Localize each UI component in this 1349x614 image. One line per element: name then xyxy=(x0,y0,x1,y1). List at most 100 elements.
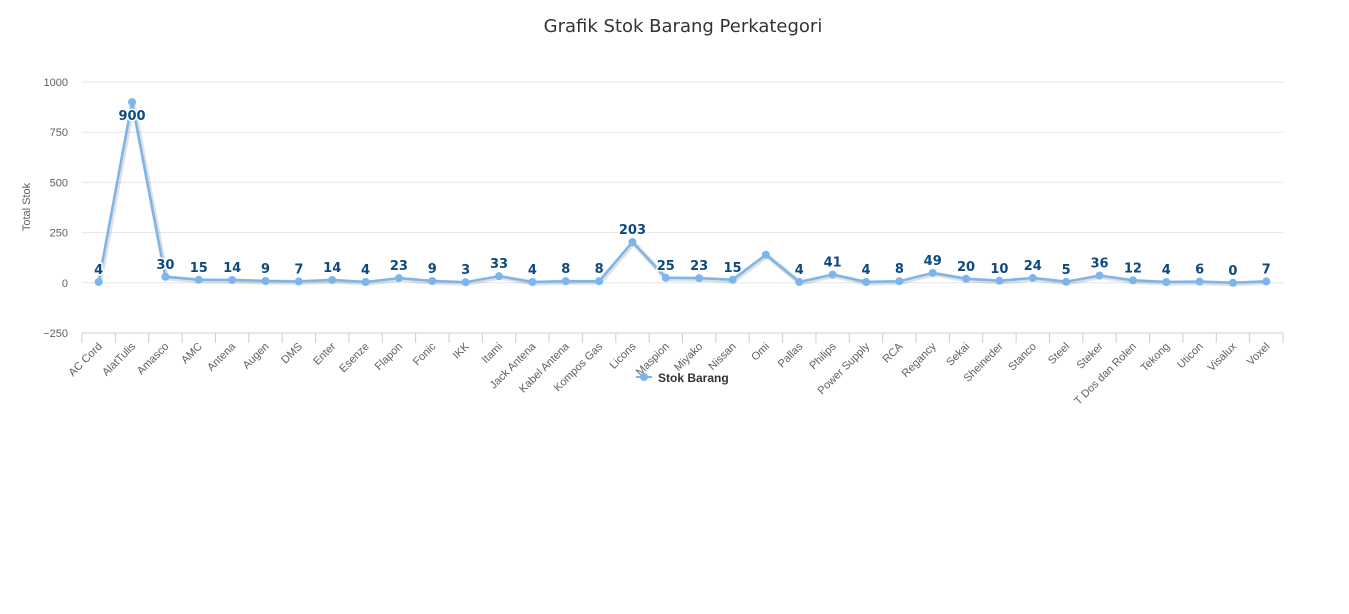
data-point[interactable] xyxy=(394,274,403,283)
data-point[interactable] xyxy=(1228,278,1237,287)
x-tick-label: Stanco xyxy=(1006,341,1039,374)
data-point[interactable] xyxy=(294,277,303,286)
data-point[interactable] xyxy=(228,275,237,284)
data-label: 23 xyxy=(690,259,708,274)
y-tick-label: 250 xyxy=(50,228,68,240)
x-tick-label: Philips xyxy=(807,340,839,372)
x-tick-label: AC Cord xyxy=(66,341,104,379)
data-label: 8 xyxy=(595,262,604,277)
data-label: 8 xyxy=(895,262,904,277)
y-tick-label: 750 xyxy=(50,127,68,139)
x-tick-label: Enter xyxy=(311,340,338,367)
data-point[interactable] xyxy=(495,272,504,281)
x-tick-label: Tekong xyxy=(1139,341,1173,375)
x-tick-label: Flapon xyxy=(373,341,405,373)
data-label: 15 xyxy=(723,261,741,276)
data-label: 33 xyxy=(490,257,508,272)
data-point[interactable] xyxy=(328,275,337,284)
data-label: 3 xyxy=(461,263,470,278)
data-point[interactable] xyxy=(1162,277,1171,286)
data-point[interactable] xyxy=(995,276,1004,285)
data-label: 41 xyxy=(824,256,842,271)
x-tick-label: Miyako xyxy=(672,341,705,374)
data-label: 25 xyxy=(657,259,675,274)
data-label: 49 xyxy=(924,254,942,269)
data-label: 14 xyxy=(323,261,341,276)
x-tick-label: AlatTulis xyxy=(100,340,138,378)
data-point[interactable] xyxy=(928,268,937,277)
series-stok-barang[interactable] xyxy=(94,98,1271,287)
data-label: 900 xyxy=(118,109,145,124)
data-point[interactable] xyxy=(895,277,904,286)
data-label: 7 xyxy=(1262,262,1271,277)
y-axis-ticks: 1000 750 500 250 0 −250 xyxy=(43,77,68,340)
data-point[interactable] xyxy=(828,270,837,279)
data-label: 4 xyxy=(361,263,370,278)
data-label: 0 xyxy=(1228,264,1237,279)
data-point[interactable] xyxy=(361,277,370,286)
data-label: 23 xyxy=(390,259,408,274)
data-point[interactable] xyxy=(628,238,637,247)
data-point[interactable] xyxy=(1062,277,1071,286)
data-label: 4 xyxy=(1162,263,1171,278)
x-tick-label: Amasco xyxy=(135,341,172,378)
y-tick-label: 1000 xyxy=(44,77,68,89)
x-tick-label: Regancy xyxy=(900,340,940,380)
data-point[interactable] xyxy=(128,98,137,107)
data-point[interactable] xyxy=(728,275,737,284)
x-tick-label: IKK xyxy=(451,340,472,361)
data-label: 36 xyxy=(1090,257,1108,272)
data-point[interactable] xyxy=(1195,277,1204,286)
data-label: 6 xyxy=(1195,263,1204,278)
data-point[interactable] xyxy=(1262,277,1271,286)
x-tick-label: Omi xyxy=(749,341,772,364)
x-tick-label: Sekai xyxy=(944,341,972,369)
data-point[interactable] xyxy=(1028,273,1037,282)
y-tick-label: 0 xyxy=(62,278,68,290)
data-label: 8 xyxy=(561,262,570,277)
x-tick-label: Augen xyxy=(241,341,272,372)
x-tick-label: Esenze xyxy=(337,341,371,375)
y-axis-label: Total Stok xyxy=(21,182,33,231)
data-point[interactable] xyxy=(795,277,804,286)
x-tick-label: Voxel xyxy=(1245,341,1273,369)
data-point[interactable] xyxy=(1095,271,1104,280)
grid-lines xyxy=(82,81,1283,334)
data-point[interactable] xyxy=(194,275,203,284)
data-point[interactable] xyxy=(161,272,170,281)
data-point[interactable] xyxy=(661,273,670,282)
data-point[interactable] xyxy=(261,276,270,285)
data-point[interactable] xyxy=(761,250,770,259)
data-point[interactable] xyxy=(561,277,570,286)
data-label: 7 xyxy=(294,262,303,277)
x-tick-label: Licons xyxy=(608,340,639,371)
data-label: 14 xyxy=(223,261,241,276)
data-point[interactable] xyxy=(461,278,470,287)
data-point[interactable] xyxy=(962,274,971,283)
x-tick-label: Uticon xyxy=(1175,341,1206,372)
data-point[interactable] xyxy=(94,277,103,286)
data-point[interactable] xyxy=(1128,276,1137,285)
data-label: 9 xyxy=(261,262,270,277)
data-label: 15 xyxy=(190,261,208,276)
x-tick-label: DMS xyxy=(279,341,305,367)
data-label: 10 xyxy=(990,262,1008,277)
data-point[interactable] xyxy=(695,274,704,283)
data-point[interactable] xyxy=(428,276,437,285)
data-point[interactable] xyxy=(595,277,604,286)
legend-series-name: Stok Barang xyxy=(658,371,729,385)
chart-title: Grafik Stok Barang Perkategori xyxy=(544,16,823,37)
data-point[interactable] xyxy=(528,277,537,286)
data-point[interactable] xyxy=(861,277,870,286)
x-tick-label: Steker xyxy=(1075,340,1106,371)
legend[interactable]: Stok Barang xyxy=(636,371,729,385)
data-label: 4 xyxy=(795,263,804,278)
data-label: 30 xyxy=(156,258,174,273)
data-label: 5 xyxy=(1062,263,1071,278)
x-tick-label: Nissan xyxy=(706,341,738,373)
data-label: 9 xyxy=(428,262,437,277)
data-label: 4 xyxy=(528,263,537,278)
